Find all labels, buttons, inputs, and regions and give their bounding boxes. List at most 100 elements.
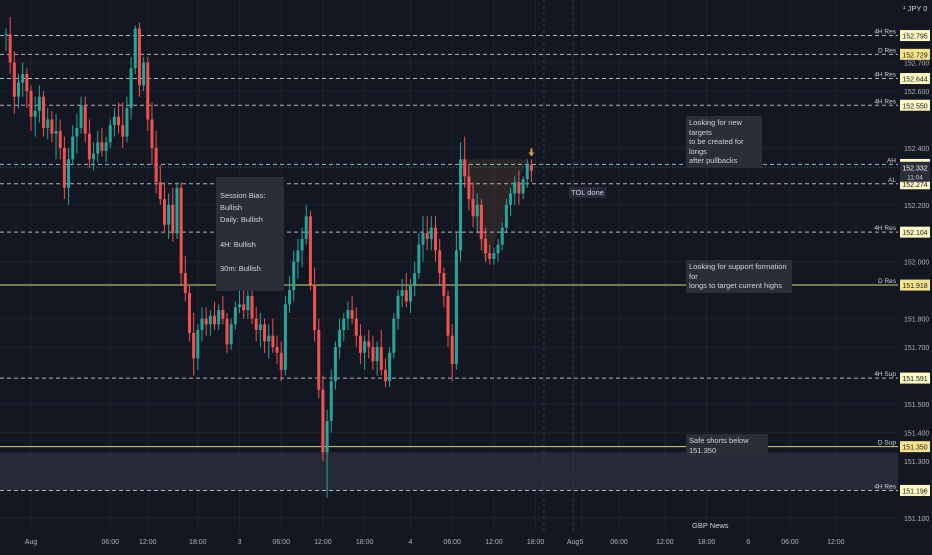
- candle: [513, 176, 517, 205]
- candle-body: [162, 199, 166, 225]
- candle-body: [296, 250, 300, 262]
- candle-body: [325, 421, 329, 453]
- candle: [317, 318, 321, 399]
- candle-body: [129, 68, 133, 109]
- candle: [388, 347, 392, 387]
- candle-body: [104, 142, 108, 151]
- tol-region: [460, 159, 528, 265]
- bias-note: Session Bias: Bullish Daily: Bullish 4H:…: [216, 177, 284, 291]
- candle-body: [429, 227, 433, 239]
- candle-body: [500, 227, 504, 245]
- y-tick-label: 152.600: [904, 89, 929, 96]
- candle: [117, 102, 121, 134]
- bias-session: Session Bias: Bullish: [220, 190, 266, 212]
- candle: [500, 221, 504, 251]
- candle-body: [96, 142, 100, 154]
- candle-body: [413, 273, 417, 285]
- candle-body: [463, 159, 467, 177]
- x-tick-label: 06:00: [781, 539, 799, 546]
- candle-body: [233, 307, 237, 325]
- candle: [450, 324, 454, 382]
- level-price-value: 152.795: [902, 34, 927, 41]
- candle-body: [242, 304, 246, 311]
- candle-body: [367, 341, 371, 348]
- candle: [358, 324, 362, 365]
- candle-body: [375, 347, 379, 362]
- level-label: 4H Res: [874, 72, 896, 79]
- candle: [158, 165, 162, 205]
- candle-body: [396, 295, 400, 319]
- candle-body: [54, 130, 58, 134]
- candle: [208, 310, 212, 336]
- x-tick-label: 12:00: [314, 539, 332, 546]
- candle: [137, 22, 141, 97]
- candle: [408, 278, 412, 313]
- candle: [304, 204, 308, 245]
- candle: [238, 290, 242, 313]
- y-tick-label: 152.700: [904, 61, 929, 68]
- candle: [200, 307, 204, 342]
- level-price-tag: [900, 178, 930, 190]
- candle-body: [62, 147, 66, 188]
- candle-body: [446, 295, 450, 336]
- candle: [521, 176, 525, 200]
- candle-body: [279, 352, 283, 370]
- candle: [204, 307, 208, 336]
- candle: [46, 108, 50, 140]
- candle-body: [421, 233, 425, 245]
- candle-body: [392, 318, 396, 353]
- candle: [479, 199, 483, 251]
- level-price-value: 152.274: [902, 182, 927, 189]
- candle: [346, 301, 350, 331]
- candle: [100, 128, 104, 157]
- sup-zone: [0, 452, 898, 491]
- candle: [296, 238, 300, 279]
- x-tick-label: Aug: [25, 539, 38, 546]
- candle-body: [504, 204, 508, 228]
- candle-body: [454, 250, 458, 365]
- candle-body: [450, 335, 454, 365]
- candle: [475, 193, 479, 234]
- candle: [8, 17, 12, 74]
- down-arrow-icon: [528, 148, 535, 157]
- candle-body: [338, 330, 342, 348]
- level-price-value: 151.918: [902, 283, 927, 290]
- x-tick-label: 06:00: [610, 539, 628, 546]
- candle-body: [92, 153, 96, 160]
- candle: [308, 210, 312, 291]
- candle: [17, 73, 21, 109]
- level-price-value: 151.591: [902, 376, 927, 383]
- candle-body: [238, 304, 242, 308]
- note-safe-shorts: Safe shorts below 151.350: [686, 434, 768, 457]
- candle: [75, 113, 79, 154]
- y-tick-label: 151.800: [904, 317, 929, 324]
- candle: [213, 301, 216, 331]
- x-tick-label: 18:00: [698, 539, 716, 546]
- y-tick-label: 151.500: [904, 402, 929, 409]
- x-tick-label: Aug: [567, 539, 580, 546]
- candle-body: [371, 347, 375, 362]
- candle-body: [292, 261, 296, 291]
- candle: [463, 136, 467, 188]
- candle: [263, 318, 267, 353]
- candle-body: [442, 273, 446, 296]
- candle: [254, 307, 258, 342]
- candle: [421, 216, 425, 262]
- candle-body: [438, 250, 442, 274]
- countdown-value: 11:04: [907, 174, 923, 181]
- x-tick-label: 06:00: [443, 539, 461, 546]
- candle: [33, 96, 37, 137]
- candle-body: [213, 315, 216, 325]
- candle: [446, 290, 450, 348]
- symbol-label[interactable]: ¹ JPY 0: [903, 4, 928, 13]
- candle-body: [509, 193, 513, 205]
- candle-body: [229, 324, 233, 345]
- candle: [221, 295, 225, 325]
- candle: [92, 142, 96, 171]
- candle-body: [329, 381, 333, 422]
- candle-body: [417, 244, 421, 274]
- candle-body: [313, 284, 317, 331]
- candle: [383, 358, 387, 387]
- level-label: 4H Res: [874, 29, 896, 36]
